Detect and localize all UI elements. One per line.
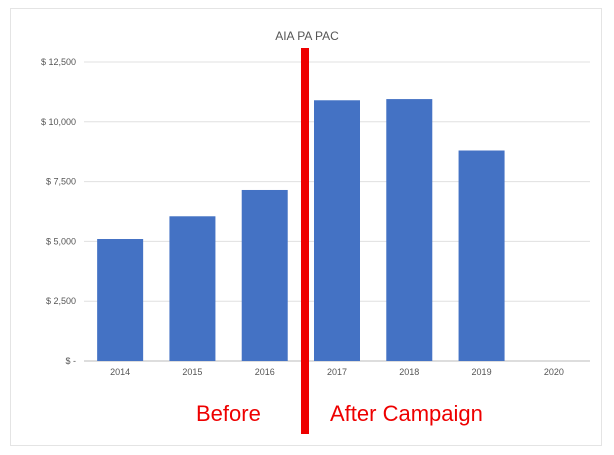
y-tick-label: $ 12,500: [41, 57, 76, 67]
x-tick-label: 2020: [544, 367, 564, 377]
x-tick-label: 2017: [327, 367, 347, 377]
chart-title: AIA PA PAC: [275, 29, 339, 43]
bar-2017: [314, 100, 360, 361]
x-axis-ticks: 2014 2015 2016 2017 2018 2019 2020: [110, 367, 564, 377]
y-axis-ticks: $ - $ 2,500 $ 5,000 $ 7,500 $ 10,000 $ 12,500: [41, 57, 76, 366]
y-tick-label: $ 5,000: [46, 236, 76, 246]
bar-2019: [458, 150, 505, 361]
y-tick-label: $ -: [65, 356, 76, 366]
y-tick-label: $ 10,000: [41, 117, 76, 127]
bar-2015: [169, 216, 216, 361]
x-tick-label: 2015: [182, 367, 202, 377]
x-tick-label: 2014: [110, 367, 130, 377]
x-tick-label: 2018: [399, 367, 419, 377]
after-campaign-label: After Campaign: [330, 401, 483, 426]
bar-2014: [97, 239, 144, 361]
before-label: Before: [196, 401, 261, 426]
bar-2016: [241, 189, 288, 361]
x-tick-label: 2019: [472, 367, 492, 377]
x-tick-label: 2016: [255, 367, 275, 377]
bars: [97, 99, 505, 362]
y-tick-label: $ 7,500: [46, 177, 76, 187]
y-tick-label: $ 2,500: [46, 296, 76, 306]
bar-2018: [386, 99, 433, 362]
